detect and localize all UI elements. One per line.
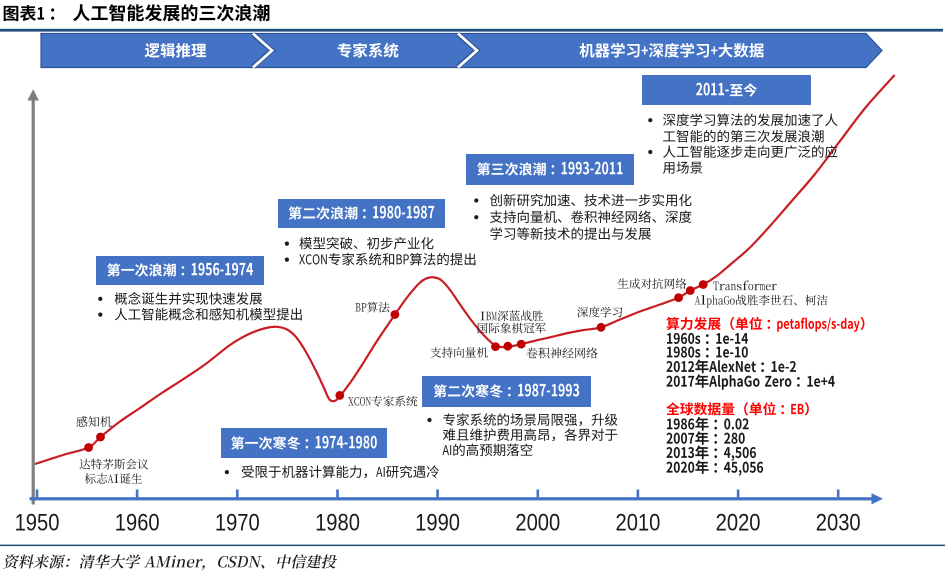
svg-text:2010: 2010 bbox=[615, 509, 660, 536]
svg-text:1950: 1950 bbox=[15, 509, 60, 536]
svg-text:1970: 1970 bbox=[215, 509, 260, 536]
svg-text:2020: 2020 bbox=[716, 509, 761, 536]
svg-text:1980: 1980 bbox=[315, 509, 360, 536]
svg-text:2000: 2000 bbox=[515, 509, 560, 536]
svg-text:2030: 2030 bbox=[816, 509, 861, 536]
svg-text:1960: 1960 bbox=[115, 509, 160, 536]
svg-text:1990: 1990 bbox=[415, 509, 460, 536]
